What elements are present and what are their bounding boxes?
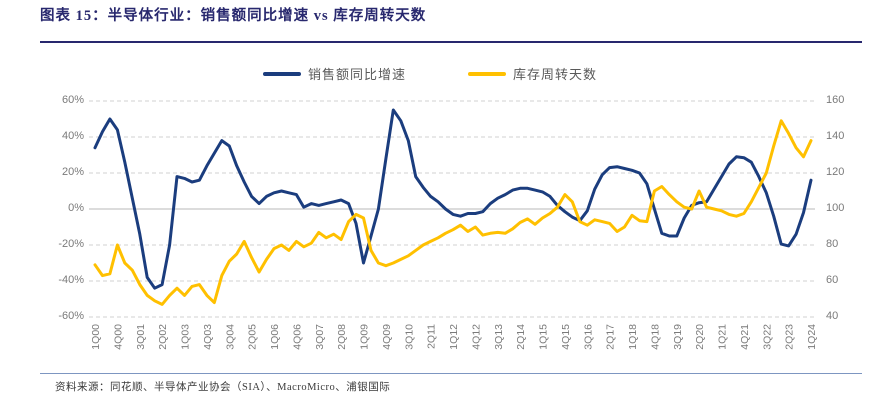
x-axis-tick-label: 3Q01 [135,324,147,350]
title-divider [40,41,862,43]
x-axis-tick-label: 3Q04 [224,324,236,350]
x-axis-tick-label: 1Q18 [627,324,639,350]
x-axis-tick-label: 3Q10 [403,324,415,350]
x-axis-tick-label: 1Q15 [538,324,550,350]
x-axis-tick-label: 2Q11 [426,324,438,349]
x-axis-tick-label: 4Q03 [202,324,214,350]
series-line-inventory-days [93,119,813,306]
y-axis-tick-label: 40% [61,130,84,142]
x-axis-tick-label: 2Q14 [515,324,527,350]
x-axis-tick-label: 1Q03 [180,324,192,350]
chart-title: 图表 15：半导体行业：销售额同比增速 vs 库存周转天数 [40,8,427,24]
inventory-days-line-swatch [468,71,506,76]
x-axis-tick-label: 4Q09 [381,324,393,350]
x-axis-tick-label: 4Q15 [560,324,572,350]
data-source: 资料来源：同花顺、半导体产业协会（SIA）、MacroMicro、浦银国际 [55,382,391,393]
x-axis-tick-label: 2Q08 [336,324,348,350]
x-axis-tick-label: 1Q00 [90,324,102,350]
x-axis-tick-label: 2Q05 [247,324,259,350]
x-axis-tick-label: 3Q22 [761,324,773,350]
legend-item-sales-growth: 销售额同比增速 [263,64,406,83]
x-axis-tick-label: 4Q18 [649,324,661,350]
x-axis-tick-label: 3Q13 [493,324,505,350]
x-axis-tick-label: 2Q17 [605,324,617,350]
x-axis-tick-label: 4Q12 [470,324,482,350]
y2-axis-tick-label: 80 [826,238,839,250]
y-axis-tick-label: 0% [68,202,84,214]
sales-growth-line-swatch [263,71,301,76]
x-axis-tick-label: 2Q20 [694,324,706,350]
x-axis-tick-label: 3Q19 [672,324,684,350]
y-axis-tick-label: 20% [61,166,84,178]
y2-axis-tick-label: 120 [826,166,845,178]
x-axis-tick-label: 1Q09 [359,324,371,350]
legend-label-inventory-days: 库存周转天数 [513,67,598,82]
x-axis-tick-label: 3Q07 [314,324,326,350]
x-axis-tick-label: 2Q23 [784,324,796,350]
x-axis-tick-label: 4Q06 [291,324,303,350]
x-axis-tick-label: 4Q21 [739,324,751,350]
y2-axis-tick-label: 140 [826,130,845,142]
x-axis-tick-label: 2Q02 [157,324,169,350]
x-axis-tick-label: 4Q00 [112,324,124,350]
chart-plot: 1Q00 4Q00 3Q01 2Q02 1Q03 4Q03 3Q04 2Q05 1Q06 4Q06… [89,100,817,350]
x-axis-tick-label: 1Q12 [448,324,460,350]
y-axis-tick-label: -20% [58,238,84,250]
x-axis-tick-label: 1Q24 [806,324,817,350]
legend-item-inventory-days: 库存周转天数 [468,64,597,83]
y2-axis-tick-label: 40 [826,310,839,322]
x-axis-tick-label: 3Q16 [582,324,594,350]
y-axis-tick-label: -60% [58,310,84,322]
y-axis-tick-label: 60% [61,94,84,106]
x-axis-tick-label: 1Q06 [269,324,281,350]
legend-label-sales-growth: 销售额同比增速 [308,67,407,82]
footer-divider [40,373,862,374]
y2-axis-tick-label: 60 [826,274,839,286]
y2-axis-tick-label: 100 [826,202,845,214]
y-axis-tick-label: -40% [58,274,84,286]
x-axis-tick-label: 1Q21 [717,324,729,350]
y2-axis-tick-label: 160 [826,94,845,106]
